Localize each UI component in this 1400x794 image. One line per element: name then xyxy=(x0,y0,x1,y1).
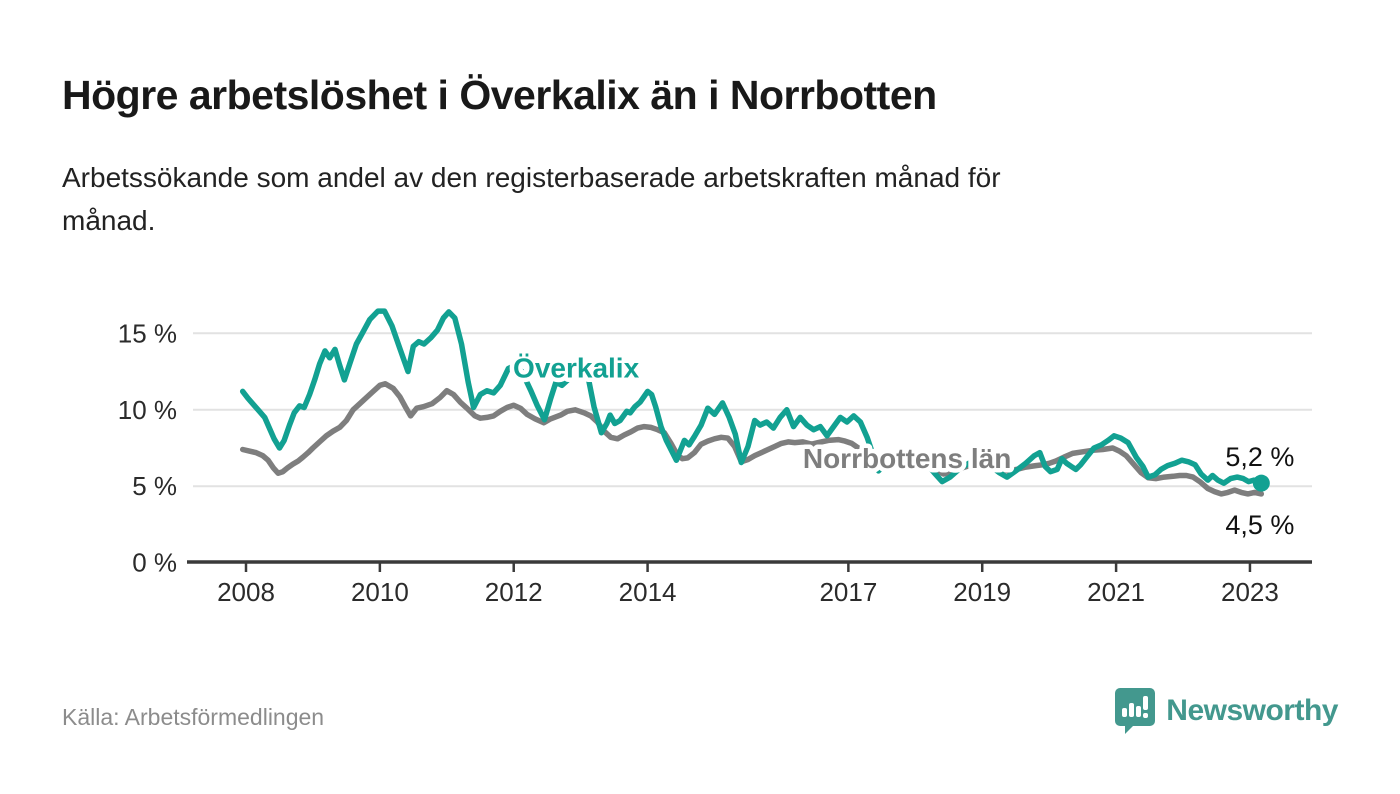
newsworthy-brand-name: Newsworthy xyxy=(1166,694,1338,727)
chart-subtitle-line1: Arbetssökande som andel av den registerb… xyxy=(62,162,1001,193)
page-title: Högre arbetslöshet i Överkalix än i Norr… xyxy=(62,72,937,118)
source-note: Källa: Arbetsförmedlingen xyxy=(62,704,325,730)
series-label-overkalix: Överkalix xyxy=(513,353,640,384)
y-axis-label-15: 15 % xyxy=(118,318,177,348)
series-label-norrbottens-lan: Norrbottens län xyxy=(803,443,1011,474)
y-axis-label-0: 0 % xyxy=(132,548,177,578)
x-axis-label-2010: 2010 xyxy=(351,577,409,607)
x-axis-label-2021: 2021 xyxy=(1087,577,1145,607)
chart-subtitle-line2: månad. xyxy=(62,205,156,236)
newsworthy-brand: Newsworthy xyxy=(1114,686,1338,736)
y-axis-label-5: 5 % xyxy=(132,471,177,501)
end-label-norrbottens-lan: 4,5 % xyxy=(1225,510,1294,540)
x-axis-label-2017: 2017 xyxy=(819,577,877,607)
x-axis-label-2008: 2008 xyxy=(217,577,275,607)
y-axis-label-10: 10 % xyxy=(118,395,177,425)
end-label-overkalix: 5,2 % xyxy=(1225,442,1294,472)
x-axis-label-2019: 2019 xyxy=(953,577,1011,607)
newsworthy-logo-icon xyxy=(1115,688,1156,734)
x-axis-label-2012: 2012 xyxy=(485,577,543,607)
chart-subtitle: Arbetssökande som andel av den registerb… xyxy=(62,156,1001,242)
series-line-overkalix xyxy=(239,308,1265,486)
series-line-norrbottens-lan xyxy=(239,381,1265,497)
end-dot-overkalix xyxy=(1252,474,1270,492)
x-axis-label-2023: 2023 xyxy=(1221,577,1279,607)
x-axis-label-2014: 2014 xyxy=(619,577,677,607)
